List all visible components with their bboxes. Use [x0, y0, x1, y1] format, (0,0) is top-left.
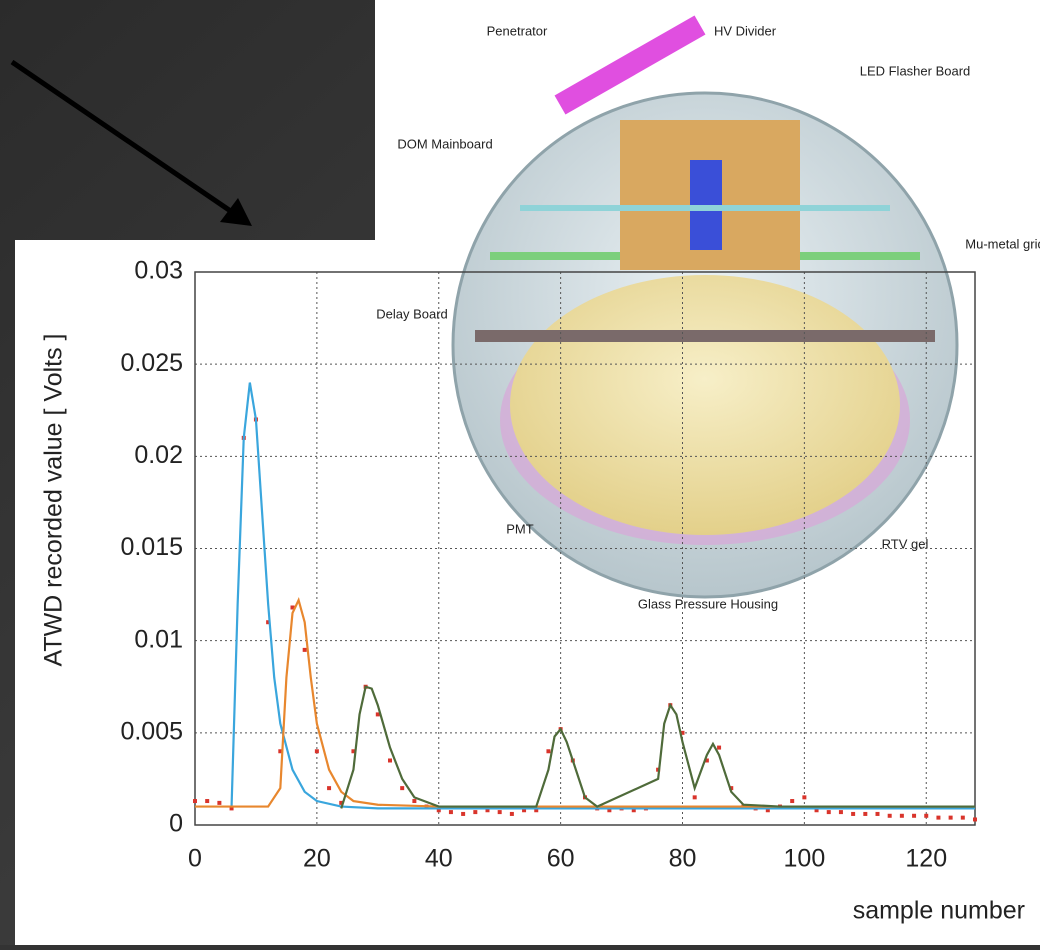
data-point — [314, 749, 319, 754]
data-point — [838, 810, 843, 815]
data-point — [960, 815, 965, 820]
data-point — [193, 799, 197, 804]
data-point — [790, 799, 795, 804]
data-point — [631, 808, 636, 813]
data-point — [388, 758, 392, 763]
data-point — [339, 800, 344, 805]
data-point — [973, 817, 977, 822]
diagram-label: Mu-metal grid — [965, 236, 1040, 251]
data-point — [912, 813, 917, 818]
data-point — [546, 749, 551, 754]
diagram-label: RTV gel — [882, 536, 929, 551]
dom-diagram — [451, 15, 959, 599]
y-tick-label: 0.01 — [134, 625, 183, 653]
data-point — [522, 808, 527, 813]
data-point — [436, 808, 441, 813]
mu-metal — [475, 330, 935, 342]
data-point — [826, 810, 831, 815]
x-tick-label: 60 — [547, 845, 575, 873]
data-point — [448, 810, 453, 815]
data-point — [351, 749, 356, 754]
x-tick-label: 40 — [425, 845, 453, 873]
data-point — [497, 810, 502, 815]
diagram-label: LED Flasher Board — [860, 63, 971, 78]
data-point — [924, 813, 929, 818]
data-point — [375, 712, 380, 717]
data-point — [412, 799, 417, 804]
fit-line — [340, 685, 975, 809]
fit-line — [195, 596, 975, 808]
data-point — [936, 815, 941, 820]
diagram-label: DOM Mainboard — [397, 136, 492, 151]
data-point — [327, 786, 332, 791]
data-point — [278, 749, 283, 754]
data-point — [765, 808, 770, 813]
y-tick-label: 0.02 — [134, 441, 183, 469]
data-point — [851, 811, 856, 816]
y-tick-label: 0.03 — [134, 257, 183, 285]
x-tick-label: 20 — [303, 845, 331, 873]
x-tick-label: 80 — [669, 845, 697, 873]
data-point — [875, 811, 880, 816]
x-tick-label: 0 — [188, 845, 202, 873]
data-point — [607, 808, 612, 813]
diagram-label: HV Divider — [714, 23, 777, 38]
data-point — [461, 811, 466, 816]
y-tick-label: 0 — [169, 810, 183, 838]
x-tick-label: 120 — [905, 845, 947, 873]
data-point — [229, 806, 234, 811]
data-point — [814, 808, 819, 813]
data-point — [729, 786, 734, 791]
data-point — [948, 815, 953, 820]
diagram-label: Delay Board — [376, 306, 448, 321]
data-point — [400, 786, 405, 791]
data-point — [217, 800, 222, 805]
plot-frame — [194, 271, 976, 826]
data-point — [485, 808, 490, 813]
data-point — [863, 811, 868, 816]
data-point — [266, 620, 271, 625]
diagram-label: Glass Pressure Housing — [638, 596, 778, 611]
penetrator — [554, 15, 706, 115]
pmt — [510, 275, 900, 535]
arrow-head — [220, 198, 252, 226]
x-tick-label: 100 — [784, 845, 826, 873]
fit-line — [230, 382, 975, 810]
data-point — [717, 745, 722, 750]
data-point — [302, 647, 307, 652]
y-axis-label: ATWD recorded value [ Volts ] — [40, 334, 68, 667]
diagram-label: PMT — [506, 521, 534, 536]
data-point — [704, 758, 709, 763]
data-point — [802, 795, 807, 800]
y-tick-label: 0.025 — [120, 349, 183, 377]
data-point — [692, 795, 697, 800]
y-tick-label: 0.005 — [120, 717, 183, 745]
data-point — [899, 813, 904, 818]
data-point — [290, 605, 295, 610]
y-tick-label: 0.015 — [120, 533, 183, 561]
data-point — [205, 799, 210, 804]
data-point — [887, 813, 892, 818]
diagram-label: Penetrator — [487, 23, 548, 38]
x-axis-label: sample number — [853, 897, 1025, 925]
data-point — [680, 730, 685, 735]
flasher-board — [520, 205, 890, 211]
arrow — [10, 59, 234, 215]
data-point — [534, 808, 539, 813]
data-point — [509, 811, 514, 816]
data-point — [473, 810, 478, 815]
